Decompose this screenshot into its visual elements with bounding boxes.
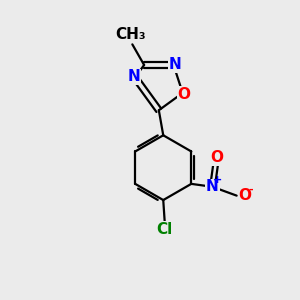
Text: O: O [238,188,251,203]
Text: O: O [178,87,190,102]
Text: -: - [248,185,253,195]
Text: O: O [210,150,224,165]
Text: N: N [206,179,219,194]
Text: Cl: Cl [157,222,173,237]
Text: N: N [127,69,140,84]
Text: +: + [213,175,222,185]
Text: CH₃: CH₃ [116,27,146,42]
Text: N: N [169,57,182,72]
